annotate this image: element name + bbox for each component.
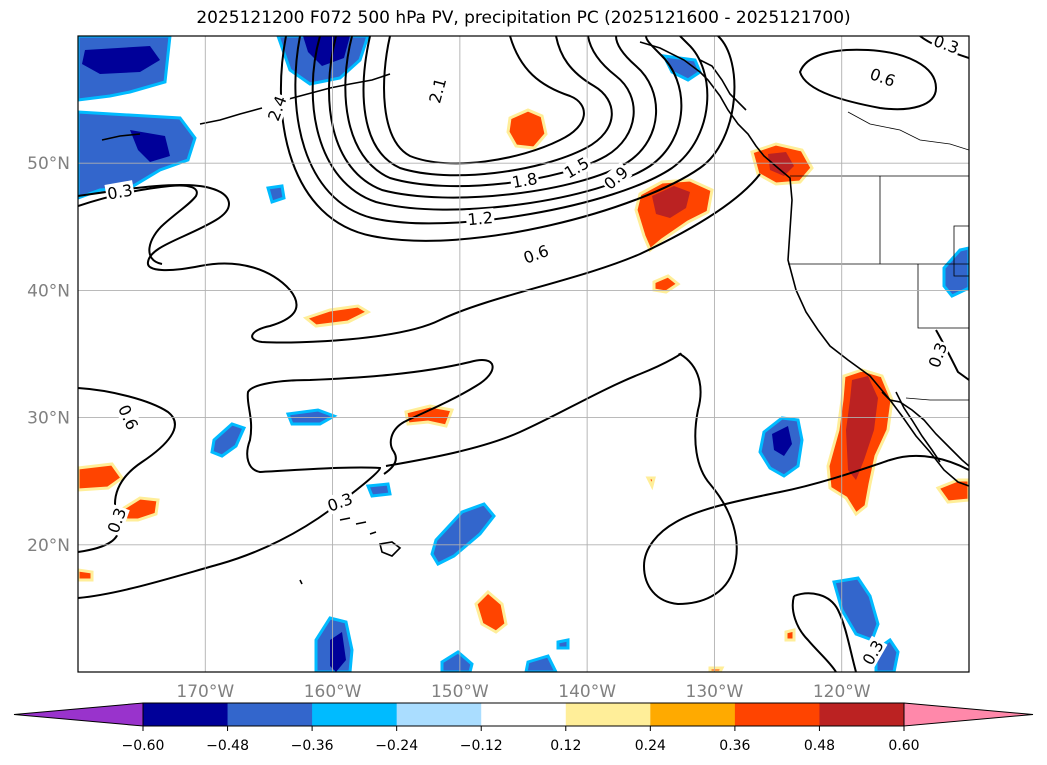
lon-tick-label: 160°W (304, 682, 362, 702)
colorbar-segment (650, 703, 736, 726)
colorbar-outline (142, 702, 905, 727)
contour-label: 1.8 (509, 168, 540, 192)
contour-label: 0.6 (519, 240, 553, 268)
contour-label-bg (104, 180, 136, 203)
positive-precip-areas (78, 108, 969, 672)
colorbar-segment (819, 703, 905, 726)
colorbar-tick-label: 0.48 (804, 738, 835, 754)
contour-label: 2.4 (263, 91, 291, 125)
colorbar-segment (481, 703, 567, 726)
contour-label-text: 1.8 (511, 169, 539, 192)
lat-tick-label: 20°N (27, 536, 70, 556)
map-frame (77, 35, 970, 673)
lon-tick-label: 150°W (431, 682, 489, 702)
contour-label-bg (930, 36, 963, 58)
longitude-labels: 170°W 160°W 150°W 140°W 130°W 120°W (176, 682, 870, 702)
contour-label-bg (924, 338, 951, 372)
colorbar-segment (734, 703, 820, 726)
state-borders (788, 111, 969, 401)
lon-tick-label: 170°W (176, 682, 234, 702)
map-title: 2025121200 F072 500 hPa PV, precipitatio… (196, 8, 851, 28)
colorbar-tick-label: −0.24 (375, 738, 418, 754)
latitude-labels: 20°N 30°N 40°N 50°N (27, 154, 70, 556)
colorbar-tick-label: −0.12 (460, 738, 503, 754)
contour-label-text: 2.1 (425, 76, 450, 106)
contour-label-bg (519, 240, 553, 268)
contour-label-text: 1.2 (467, 208, 494, 229)
contour-label-bg (866, 63, 900, 91)
colorbar-tick-label: −0.36 (291, 738, 334, 754)
contour-label-bg (559, 152, 594, 183)
colorbar: −0.60 −0.48 −0.36 −0.24 −0.12 0.12 0.24 0.36 0.4… (13, 702, 1034, 754)
colorbar-tick-label: 0.36 (719, 738, 750, 754)
contour-label-bg (103, 504, 130, 537)
colorbar-segment (565, 703, 651, 726)
lon-tick-label: 130°W (686, 682, 744, 702)
contour-label: 0.3 (104, 180, 136, 204)
contour-label-bg (424, 74, 450, 107)
contour-label-bg (857, 635, 888, 670)
contour-label-text: 0.3 (106, 180, 134, 203)
colorbar-tick-label: 0.60 (888, 738, 919, 754)
contour-label-bg (465, 207, 495, 229)
colorbar-tick-label: 0.12 (550, 738, 581, 754)
colorbar-extend-min (13, 702, 144, 727)
contour-label: 0.3 (924, 338, 951, 372)
lon-tick-label: 120°W (813, 682, 871, 702)
contour-label: 0.6 (866, 63, 900, 91)
colorbar-tick-label: 0.24 (635, 738, 666, 754)
contour-label-bg (263, 91, 291, 125)
colorbar-tick-label: −0.48 (206, 738, 249, 754)
lat-tick-label: 30°N (27, 409, 70, 429)
contour-label: 2.1 (424, 74, 450, 107)
contour-label: 0.3 (103, 504, 130, 537)
colorbar-segment (227, 703, 313, 726)
contour-label: 0.6 (114, 400, 143, 434)
lon-tick-label: 140°W (558, 682, 616, 702)
contour-label-bg (114, 400, 143, 434)
contour-label-bg (323, 488, 357, 516)
lat-tick-label: 50°N (27, 154, 70, 174)
contour-label-text: 0.6 (114, 402, 142, 433)
colorbar-segment (143, 703, 229, 726)
colorbar-segment (312, 703, 398, 726)
contour-label-bg (599, 161, 633, 194)
map-area: 2.42.11.8 1.5 0.91.20.60.60.30.30.30.30.30… (78, 36, 969, 672)
lat-tick-label: 40°N (27, 281, 70, 301)
contour-label: 1.2 (465, 207, 495, 229)
map-gridlines (78, 36, 969, 672)
colorbar-extend-max (903, 702, 1034, 727)
contour-label-bg (509, 168, 540, 192)
colorbar-segment (396, 703, 482, 726)
colorbar-tick-label: −0.60 (122, 738, 165, 754)
